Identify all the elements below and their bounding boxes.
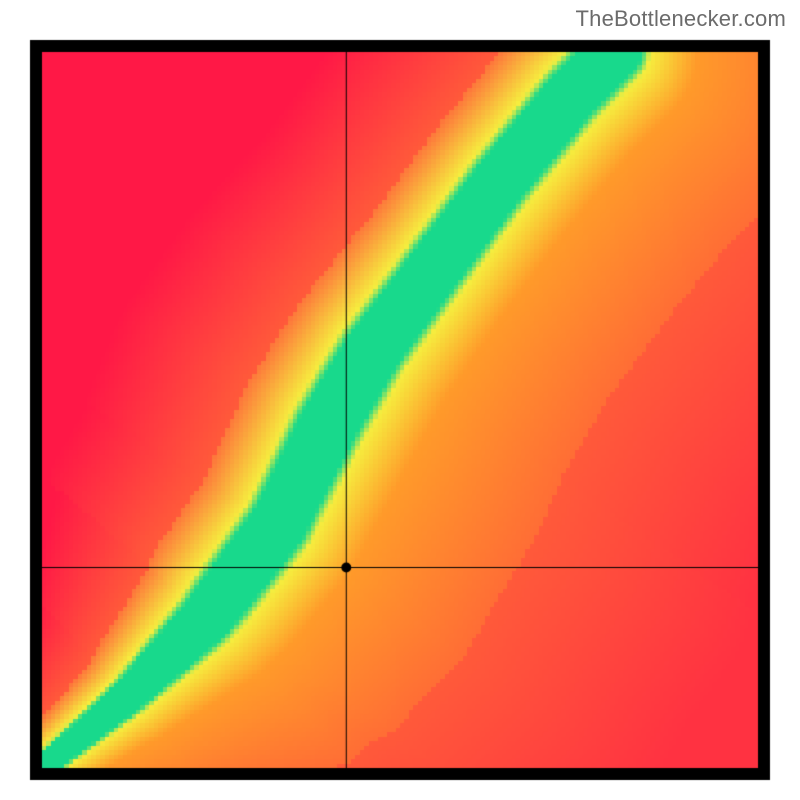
heatmap-canvas <box>0 0 800 800</box>
watermark-text: TheBottlenecker.com <box>576 6 786 32</box>
